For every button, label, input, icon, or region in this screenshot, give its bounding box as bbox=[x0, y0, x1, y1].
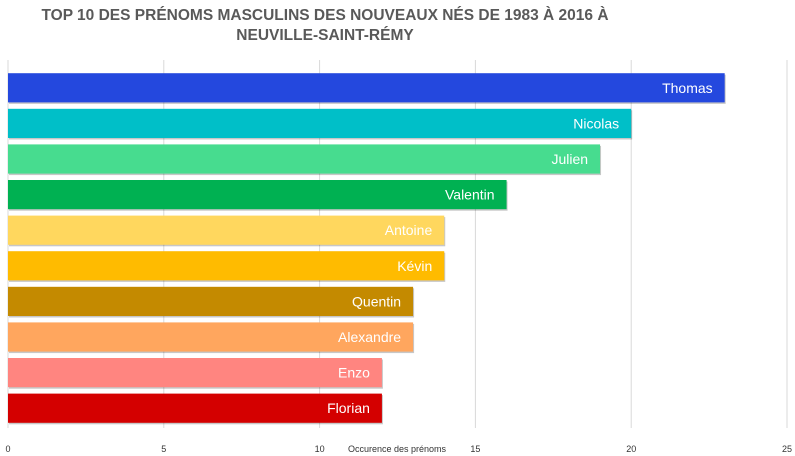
bar-label-kévin: Kévin bbox=[397, 258, 432, 274]
bar-alexandre[interactable] bbox=[8, 322, 414, 352]
bar-kévin[interactable] bbox=[8, 251, 445, 281]
bar-enzo[interactable] bbox=[8, 358, 382, 388]
x-tick-label: 5 bbox=[161, 444, 166, 454]
bar-label-nicolas: Nicolas bbox=[573, 115, 619, 131]
bar-label-julien: Julien bbox=[551, 151, 588, 167]
bar-label-alexandre: Alexandre bbox=[338, 329, 401, 345]
bar-julien[interactable] bbox=[8, 144, 601, 174]
bar-thomas[interactable] bbox=[8, 73, 725, 103]
x-tick-label: 0 bbox=[5, 444, 10, 454]
bar-label-enzo: Enzo bbox=[338, 365, 370, 381]
x-axis-ticks: 0 5 10 15 20 25 bbox=[5, 444, 792, 454]
bar-label-valentin: Valentin bbox=[445, 187, 495, 203]
x-tick-label: 20 bbox=[626, 444, 636, 454]
bar-valentin[interactable] bbox=[8, 180, 507, 210]
bar-antoine[interactable] bbox=[8, 215, 445, 245]
bar-labels: Thomas Nicolas Julien Valentin Antoine Kévin Q… bbox=[327, 80, 713, 416]
chart-title: TOP 10 DES PRÉNOMS MASCULINS DES NOUVEAU… bbox=[41, 7, 609, 44]
bar-quentin[interactable] bbox=[8, 286, 414, 316]
bar-nicolas[interactable] bbox=[8, 108, 632, 138]
x-tick-label: 10 bbox=[315, 444, 325, 454]
bars bbox=[8, 73, 726, 425]
bar-florian[interactable] bbox=[8, 393, 382, 423]
x-axis-label: Occurence des prénoms bbox=[348, 444, 447, 454]
bar-label-antoine: Antoine bbox=[385, 222, 433, 238]
bar-label-thomas: Thomas bbox=[662, 80, 713, 96]
bar-label-florian: Florian bbox=[327, 400, 370, 416]
x-tick-label: 25 bbox=[782, 444, 792, 454]
x-tick-label: 15 bbox=[470, 444, 480, 454]
bar-label-quentin: Quentin bbox=[352, 293, 401, 309]
